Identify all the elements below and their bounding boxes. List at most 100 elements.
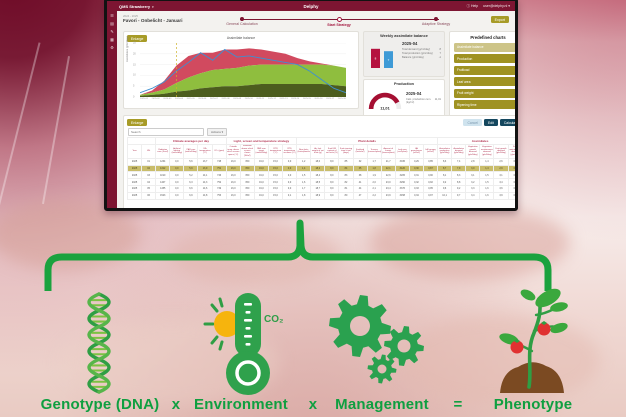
table-cell: 18,2 <box>310 164 326 173</box>
y-tick-label: 25 <box>133 41 136 45</box>
table-cell: 350 <box>239 157 255 166</box>
table-cell: 0,0 <box>282 164 298 173</box>
enlarge-chart-button[interactable]: Enlarge <box>127 35 148 42</box>
help-link[interactable]: ⓘ Help <box>466 3 479 8</box>
table-cell: 1,6 <box>296 178 312 186</box>
stepper-step[interactable]: Adaptive Strategy <box>401 15 471 26</box>
table-cell: 3290 <box>394 178 410 186</box>
table-cell: 14,6 <box>197 184 213 193</box>
x-tick-label: 2025-09 <box>233 98 242 100</box>
table-cell: 19,0 <box>253 157 269 166</box>
edit-button[interactable]: Edit <box>484 119 498 126</box>
table-row[interactable]: 2025 03 1190 0,0 5,2 14,1 746 16,0 350 19,0 15,0 0,… <box>126 171 515 180</box>
product-menu[interactable]: QMS Strawberry ▾ <box>119 3 154 9</box>
predefined-charts-card: Predefined charts Assimilate balance Prod… <box>449 31 515 119</box>
predefined-chart-button[interactable]: Fruitload <box>454 65 515 75</box>
equation-phenotype: Phenotype <box>493 396 573 413</box>
table-cell: 350 <box>239 171 255 180</box>
y-axis-label: Assimilates (g/m²/day) <box>126 36 129 62</box>
table-cell: 14,3 <box>197 178 213 186</box>
table-cell: 15,0 <box>267 191 284 200</box>
table-column-header: Radiation sum (J/cm²) <box>155 143 171 159</box>
table-cell: 23,0 <box>380 178 396 186</box>
table-cell: 1455 <box>155 184 171 193</box>
table-cell: 2,6 <box>493 157 509 166</box>
table-row[interactable]: 2025 01 1264 0,0 5,6 13,7 748 16,0 350 19,0 15,0 0,… <box>126 157 515 166</box>
table-column-header: Amount of leaves (leaves/plant) <box>380 143 396 159</box>
table-cell: 22,1 <box>380 164 396 173</box>
table-cell: 8,8 <box>451 178 467 186</box>
table-cell: 05 <box>141 184 157 193</box>
table-cell: 38 <box>352 171 368 180</box>
table-cell: 2025 <box>126 171 143 180</box>
table-cell: 44 <box>352 184 368 193</box>
sidebar-icon[interactable]: ▦ <box>110 37 114 42</box>
table-cell: 2025 <box>126 178 143 186</box>
production-title: Production <box>393 82 415 86</box>
table-row[interactable]: 2025 05 1455 0,0 6,6 14,6 749 16,0 350 19,0 15,0 0,… <box>126 184 515 193</box>
table-cell: 0,0 <box>169 191 185 200</box>
sidebar-icon[interactable]: ☰ <box>110 13 114 18</box>
table-column-header: Trusses (trusses/plant) <box>366 143 382 159</box>
table-column-header: Assimilates demand (g/m²/day) <box>451 143 467 159</box>
weekly-stat-row: Total production (g/m²/day) 7 <box>402 52 441 56</box>
table-cell: 2,9 <box>493 164 509 173</box>
production-card: Production 11,01 2025-04 Calc. productio… <box>363 79 445 119</box>
equation-times: x <box>171 396 181 413</box>
table-column-header: Av. fruit weight of set fruits (g) <box>310 143 326 159</box>
predefined-chart-button[interactable]: Production <box>454 54 515 63</box>
table-cell: 16,0 <box>225 171 241 180</box>
table-column-header: 24h temperature (°C) <box>197 143 213 159</box>
export-button[interactable]: Export <box>490 16 509 23</box>
table-cell: 8,0 <box>324 164 340 173</box>
brand-logo: Delphy <box>303 3 319 9</box>
table-row[interactable]: 2025 06 1523 0,0 6,9 14,8 753 16,0 350 19,0 15,0 0,… <box>126 191 515 200</box>
table-cell: 15,0 <box>267 164 284 173</box>
user-menu[interactable]: user@delphy.nl ▾ <box>483 3 510 8</box>
table-column-header: RTR temperature (°C) <box>267 143 284 159</box>
table-cell: 0,32 <box>408 178 424 186</box>
predefined-chart-button[interactable]: Leaf area <box>454 77 515 86</box>
table-cell: 3205 <box>394 171 410 180</box>
background-foliage-blob <box>370 205 570 280</box>
table-cell: 82 <box>338 178 354 186</box>
sidebar-icon[interactable]: ✎ <box>110 29 114 34</box>
predefined-chart-button[interactable]: Assimilate balance <box>454 42 515 52</box>
thermometer-co2-icon: CO₂ <box>203 293 283 395</box>
enlarge-table-button[interactable]: Enlarge <box>127 119 148 126</box>
stepper-step[interactable]: Start Strategy <box>304 15 374 27</box>
y-tick-label: 5 <box>133 84 135 88</box>
table-cell: 1523 <box>155 191 171 200</box>
actions-dropdown[interactable]: Actions ▾ <box>207 128 228 136</box>
table-column-header: Fruit growth demand (g/m²/day) <box>493 143 509 159</box>
sidebar-icon[interactable]: ▤ <box>110 21 114 26</box>
predefined-chart-button[interactable]: Ripening time <box>454 100 515 109</box>
cancel-button[interactable]: Cancel <box>463 119 483 126</box>
sidebar-icon[interactable]: ⚙ <box>110 45 114 50</box>
table-cell: 1,8 <box>296 191 312 200</box>
table-row[interactable]: 2025 04 1407 0,0 6,3 14,3 752 16,0 350 19,0 15,0 0,… <box>126 178 515 186</box>
table-row[interactable]: 2025 02 1312 0,0 5,9 13,9 751 16,0 350 19,0 15,0 0,… <box>126 164 515 173</box>
x-tick-label: 2025-07 <box>209 98 218 100</box>
predefined-chart-button[interactable]: Fruit weight <box>454 88 515 98</box>
table-cell: 5,6 <box>183 157 199 166</box>
production-stat-label: Calc. production cum. (kg/m²) <box>406 98 432 104</box>
table-cell: 0,0 <box>169 184 185 193</box>
table-cell: 2025 <box>126 164 143 173</box>
table-cell: 23,4 <box>380 184 396 193</box>
equation-times: x <box>308 396 318 413</box>
calculate-button[interactable]: Calculate <box>499 119 515 126</box>
x-tick-label: 2025-13 <box>279 98 288 100</box>
stepper-step[interactable]: General Calculation <box>207 15 277 26</box>
table-cell: 2025 <box>126 191 143 200</box>
table-cell: 7,9 <box>451 164 467 173</box>
gear <box>367 354 397 384</box>
table-group-header: Plant details <box>296 137 439 145</box>
plant-icon <box>499 288 568 393</box>
table-cell: 85 <box>338 157 354 166</box>
search-input[interactable] <box>128 128 204 136</box>
table-cell: 751 <box>211 164 227 173</box>
area-chart <box>140 43 346 97</box>
